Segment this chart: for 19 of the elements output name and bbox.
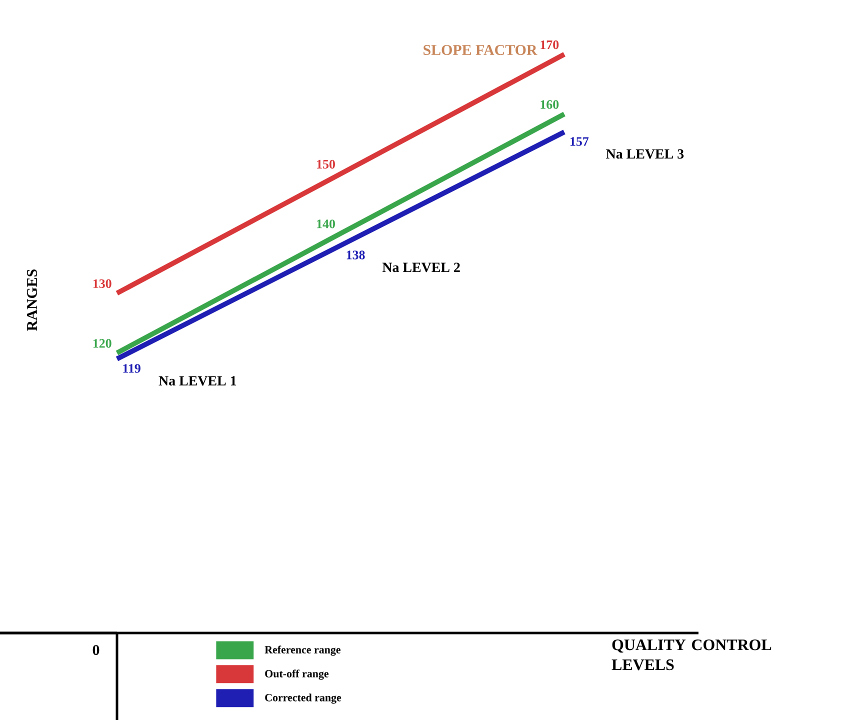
data-label: 160 <box>540 100 559 109</box>
data-label: 150 <box>317 160 335 169</box>
legend-label: Reference range <box>264 646 340 656</box>
data-label: 119 <box>123 364 140 373</box>
legend-label: Corrected range <box>265 694 342 704</box>
x-tick-label: Na LEVEL 2 <box>382 262 460 272</box>
x-tick-label: Na LEVEL 3 <box>606 149 684 159</box>
data-label: 138 <box>346 250 365 260</box>
text: QUALITY CONTROL LEVELS <box>612 640 772 670</box>
x-tick-label: Na LEVEL 1 <box>158 376 236 386</box>
y-axis-title: RANGES <box>26 269 38 331</box>
text: 0 <box>92 644 100 656</box>
data-label: 140 <box>317 220 335 228</box>
data-label: 130 <box>93 279 112 288</box>
data-label: 120 <box>93 339 112 348</box>
legend-label: Out-off range <box>265 670 329 680</box>
chart-title: SLOPE FACTOR <box>424 44 538 56</box>
data-label: 170 <box>540 40 559 50</box>
data-label: 157 <box>570 137 589 146</box>
